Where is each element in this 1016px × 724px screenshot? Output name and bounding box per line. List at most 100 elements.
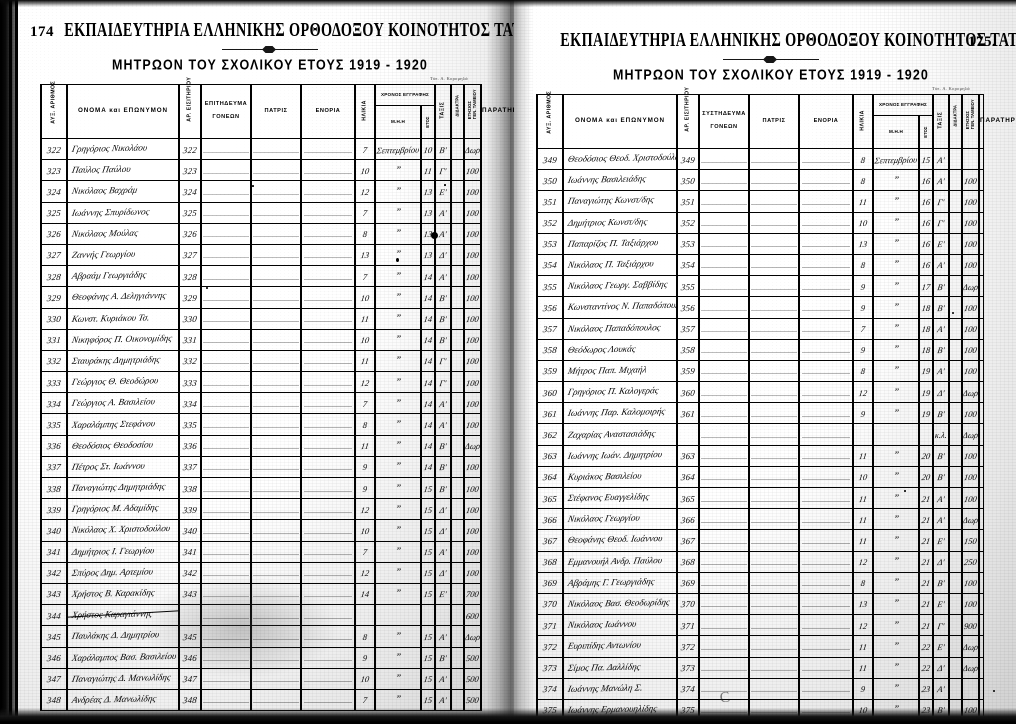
cell-name: Θεοδόσιος Θεοδοσίου: [66, 434, 180, 457]
cell-general-fund: 100: [960, 254, 981, 276]
cell-parish: [798, 296, 854, 319]
cell-general-fund: Δωρ.: [960, 656, 981, 679]
cell-enrolment-date: ”: [871, 232, 921, 255]
cell-name-text: Δημήτριος Κωνστ/δης: [567, 216, 649, 228]
cell-remarks: [977, 508, 985, 531]
register-table-right: ΑΥΞ. ΑΡΙΘΜΟΣ ΟΝΟΜΑ και ΕΠΩΝΥΜΟΝ ΑΡ. ΕΙΣΙ…: [536, 86, 1016, 722]
cell-remarks: [977, 423, 985, 446]
cell-ticket-no: 343: [177, 583, 203, 605]
cell-name: Ιωάννης Παρ. Καλομοιρής: [562, 402, 678, 425]
table-row: 366 Νικόλαος Γεωργίου 366 11” 21 Α' Δωρ.: [536, 508, 985, 531]
table-row: 339 Γρηγόριος Μ. Αδαμίδης 339 12” 15 Δ' 100: [40, 498, 483, 521]
cell-ticket-no: 332: [177, 350, 203, 372]
cell-homeland: [250, 519, 302, 542]
cell-parish: [798, 338, 854, 361]
table-row: 368 Εμμανουήλ Ανδρ. Παύλου 368 12” 21 Δ' 250: [536, 550, 985, 573]
col-header-age: ΗΛΙΚΙΑ: [852, 94, 874, 149]
cell-parish: [300, 349, 356, 373]
cell-ticket-no: 347: [177, 667, 203, 690]
cell-parish: [300, 646, 356, 669]
table-row: 333 Γεώργιος Θ. Θεοδώρου 333 12” 14 Γ' 100: [40, 371, 483, 394]
cell-class: Α': [433, 265, 453, 288]
table-row: 332 Σταυράκης Δημητριάδης 332 11” 14 Γ' 100: [40, 349, 483, 373]
cell-name-text: Παναγιώτης Δ. Μανωλίδης: [71, 671, 172, 684]
cell-class: Γ': [931, 211, 951, 234]
cell-enrolment-date: ”: [871, 253, 921, 277]
cell-name-text: Κωνσταντίνος Ν. Παπαδόπουλος: [567, 300, 677, 313]
col-header-enrolment-year: ΕΤΟΣ: [917, 115, 934, 149]
cell-enrolment-date: ”: [373, 688, 423, 712]
register-subtitle-right: ΜΗΤΡΩΟΝ ΤΟΥ ΣΧΟΛΙΚΟΥ ΕΤΟΥΣ 1919 - 1920: [613, 67, 929, 84]
table-row: 335 Χαραλάμπης Στεφάνου 335 8” 14 Α' 100: [40, 413, 483, 436]
cell-parish: [300, 476, 356, 500]
col-header-homeland: ΠΑΤΡΙΣ: [748, 94, 800, 149]
table-row: 360 Γρηγόριος Π. Καλογεράς 360 12” 19 Δ' Δωρ.: [536, 381, 985, 404]
cell-class: Α': [931, 508, 951, 531]
cell-enrolment-date: ”: [871, 529, 921, 552]
page-header-left: ΕΚΠΑΙΔΕΥΤΗΡΙΑ ΕΛΛΗΝΙΚΗΣ ΟΡΘΟΔΟΞΟΥ ΚΟΙΝΟΤ…: [60, 20, 582, 73]
cell-name: Νικόλαος Βασ. Θεοδωρίδης: [562, 592, 678, 616]
cell-name: Ιωάννης Σπυρίδωνος: [66, 201, 180, 224]
table-row: 343 Χρήστος Β. Καρακίδης 343 14” 15 Ε' 700: [40, 582, 483, 606]
table-row: 334 Γεώργιος Α. Βασιλείου 334 7” 14 Α' 100: [40, 392, 483, 415]
cell-enrolment-date: ”: [373, 328, 423, 351]
cell-parish: [300, 540, 356, 563]
cell-name: Κωνστ. Κυριάκου Τσ.: [66, 307, 180, 330]
cell-class: Β': [931, 444, 951, 467]
cell-homeland: [748, 508, 800, 531]
cell-occupation: [200, 349, 252, 373]
cell-parish: [300, 667, 356, 690]
cell-enrolment-date: ”: [373, 476, 423, 500]
cell-occupation: [200, 434, 252, 457]
ink-speck-4: [206, 287, 208, 289]
cell-occupation: [200, 180, 252, 203]
cell-name: Θεόδωρος Λουκάς: [562, 338, 678, 361]
cell-name: Εμμανουήλ Ανδρ. Παύλου: [562, 550, 678, 573]
cell-general-fund: Δωρ.: [462, 625, 483, 648]
cell-enrolment-date: ”: [871, 317, 921, 340]
cell-homeland: [250, 625, 302, 648]
cell-remarks: [977, 317, 985, 340]
cell-name-text: Ιωάννης Ιωάν. Δημητρίου: [567, 448, 664, 461]
cell-enrolment-date: ”: [373, 434, 423, 457]
occupation-line-1: ΣΥΣΤΗΔΕΥΜΑ: [702, 111, 746, 118]
cell-occupation: [200, 625, 252, 648]
cell-seq-no: 330: [40, 307, 68, 330]
cell-general-fund: Δωρ.: [960, 423, 981, 446]
cell-ticket-no: 330: [177, 307, 203, 330]
cell-seq-no: 327: [40, 244, 68, 267]
cell-name: Γρηγόριος Μ. Αδαμίδης: [66, 498, 180, 521]
cell-occupation: [200, 688, 252, 712]
institution-title-right: ΕΚΠΑΙΔΕΥΤΗΡΙΑ ΕΛΛΗΝΙΚΗΣ ΟΡΘΟΔΟΞΟΥ ΚΟΙΝΟΤ…: [560, 30, 1016, 52]
cell-parish: [300, 201, 356, 224]
col-header-seq-no: ΑΥΞ. ΑΡΙΘΜΟΣ: [40, 81, 68, 139]
cell-class: Ε': [931, 635, 951, 658]
cell-homeland: [748, 338, 800, 361]
cell-parish: [300, 688, 356, 712]
table-row: 324 Νικόλαος Βαχράμ 324 12” 13 Ε' 100: [40, 180, 483, 203]
cell-occupation: [698, 656, 750, 679]
cell-general-fund: 100: [960, 572, 981, 594]
cell-enrolment-date: ”: [871, 338, 921, 361]
cell-class: Β': [931, 402, 951, 425]
cell-enrolment-date: ”: [871, 592, 921, 616]
cell-class: Β': [931, 275, 951, 298]
cell-remarks: [977, 592, 985, 616]
cell-homeland: [748, 359, 800, 383]
cell-seq-no: 364: [536, 465, 564, 488]
cell-name: Νικόλαος Γεωργ. Σαββίδης: [562, 275, 678, 298]
table-row: 329 Θεοφάνης Α. Δεληγιάννης 329 10” 14 Β' 100: [40, 286, 483, 309]
cell-class: Α': [931, 360, 951, 382]
cell-general-fund: 100: [462, 519, 483, 542]
cell-class: Α': [433, 689, 453, 711]
cell-homeland: [748, 465, 800, 489]
ink-speck-6: [904, 490, 906, 492]
cell-name: Παυλάκης Δ. Δημητρίου: [66, 625, 180, 648]
cell-name: Γρηγόριος Νικολάου: [66, 137, 180, 161]
cell-enrolment-date: ”: [373, 413, 423, 436]
cell-parish: [798, 486, 854, 510]
cell-seq-no: 361: [536, 402, 564, 425]
cell-homeland: [748, 211, 800, 234]
cell-remarks: [977, 275, 985, 298]
cell-homeland: [250, 392, 302, 415]
